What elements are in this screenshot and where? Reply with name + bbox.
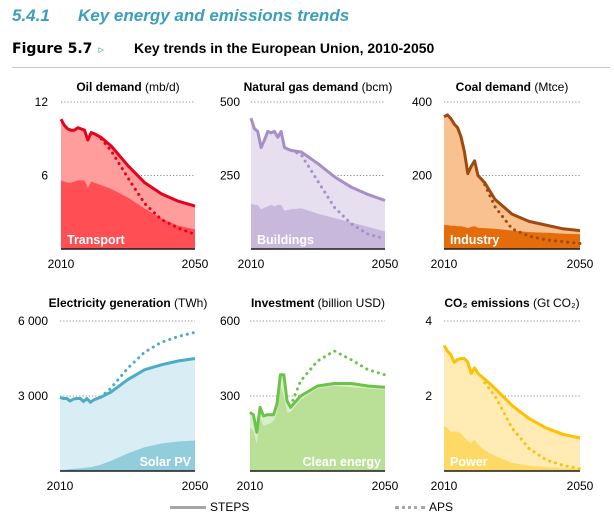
subsector-area	[444, 426, 580, 471]
chart-title-unit: (TWh)	[174, 296, 207, 310]
chart-title-unit: (billion USD)	[318, 296, 385, 310]
y-tick-label: 250	[220, 169, 240, 183]
aps-line	[99, 137, 197, 236]
y-tick-label: 12	[35, 95, 49, 109]
area-label: Power	[450, 455, 488, 469]
chart-co-emissions: CO₂ emissions (Gt CO₂) 2 4 Power 2010 2050	[425, 296, 593, 493]
x-tick-label: 2010	[431, 479, 458, 493]
subsector-area	[250, 384, 385, 471]
total-area	[60, 358, 195, 471]
steps-line	[443, 113, 581, 233]
chart-oil-demand: Oil demand (mb/d) 6 12 Transport 2010 2050	[35, 80, 209, 271]
figure-label: Figure 5.7	[12, 41, 93, 57]
x-tick-label: 2050	[372, 479, 399, 493]
y-tick-label: 6	[41, 169, 48, 183]
steps-line	[59, 118, 196, 208]
chart-title-main: CO₂ emissions	[444, 296, 533, 310]
chart-title-main: Coal demand	[456, 80, 535, 94]
chart-title-main: Investment	[251, 296, 318, 310]
chart-title-unit: (bcm)	[362, 80, 393, 94]
aps-line	[483, 381, 582, 471]
y-tick-label: 500	[220, 95, 240, 109]
subsector-area	[61, 180, 195, 249]
chart-title: Oil demand (mb/d)	[76, 80, 179, 94]
steps-line	[59, 357, 196, 404]
aps-line	[289, 349, 387, 408]
section-heading: 5.4.1 Key energy and emissions trends	[12, 6, 349, 26]
subsector-area	[251, 203, 385, 249]
x-tick-label: 2050	[567, 257, 594, 271]
y-tick-label: 4	[425, 314, 432, 328]
chart-title-main: Electricity generation	[49, 296, 174, 310]
chart-coal-demand: Coal demand (Mtce) 200 400 Industry 2010 2050	[412, 80, 594, 271]
x-tick-label: 2010	[431, 257, 458, 271]
aps-line	[99, 330, 197, 399]
header-divider	[12, 67, 610, 68]
x-tick-label: 2050	[372, 257, 399, 271]
chart-title: Electricity generation (TWh)	[49, 296, 208, 310]
aps-line	[483, 183, 582, 245]
area-label: Transport	[67, 233, 125, 247]
y-tick-label: 6 000	[18, 314, 48, 328]
chart-title-unit: (Mtce)	[534, 80, 568, 94]
aps-line	[289, 149, 387, 241]
area-label: Clean energy	[302, 455, 381, 469]
legend-dotted-swatch	[395, 505, 425, 509]
steps-line	[249, 117, 386, 202]
section-number: 5.4.1	[12, 6, 50, 25]
x-tick-label: 2050	[567, 479, 594, 493]
subsector-area	[60, 440, 195, 471]
area-label: Industry	[450, 233, 499, 247]
chart-investment: Investment (billion USD) 300 600 Clean ener…	[220, 296, 399, 493]
x-tick-label: 2010	[237, 479, 264, 493]
steps-line	[249, 373, 386, 434]
y-tick-label: 300	[220, 389, 240, 403]
y-tick-label: 3 000	[18, 389, 48, 403]
figure-title: Key trends in the European Union, 2010-2…	[134, 40, 435, 56]
x-tick-label: 2010	[48, 257, 75, 271]
chart-title-main: Oil demand	[76, 80, 145, 94]
y-tick-label: 200	[412, 169, 432, 183]
chart-title: Investment (billion USD)	[251, 296, 385, 310]
y-tick-label: 400	[412, 95, 432, 109]
x-tick-label: 2010	[238, 257, 265, 271]
section-title: Key energy and emissions trends	[78, 6, 350, 25]
chart-title-main: Natural gas demand	[244, 80, 362, 94]
chart-title: CO₂ emissions (Gt CO₂)	[444, 296, 579, 310]
subsector-area	[444, 225, 580, 249]
legend-label: APS	[429, 500, 454, 514]
y-tick-label: 600	[220, 314, 240, 328]
chart-natural-gas-demand: Natural gas demand (bcm) 250 500 Buildings 2…	[220, 80, 399, 271]
area-label: Solar PV	[140, 455, 192, 469]
area-label: Buildings	[257, 233, 314, 247]
steps-line	[442, 344, 581, 440]
chart-title-unit: (mb/d)	[145, 80, 180, 94]
chart-electricity-generation: Electricity generation (TWh) 3 000 6 000 So…	[18, 296, 209, 493]
x-tick-label: 2050	[182, 479, 209, 493]
chart-title: Coal demand (Mtce)	[456, 80, 569, 94]
chart-title-unit: (Gt CO₂)	[533, 296, 580, 310]
chart-title: Natural gas demand (bcm)	[244, 80, 393, 94]
x-tick-label: 2050	[182, 257, 209, 271]
legend-item-steps: STEPS	[170, 500, 249, 514]
total-area	[444, 345, 580, 471]
x-tick-label: 2010	[47, 479, 74, 493]
legend-item-aps: APS	[395, 500, 453, 514]
figure-caption: Figure 5.7 ▹ Key trends in the European U…	[12, 40, 434, 57]
total-area	[444, 114, 580, 250]
legend-solid-swatch	[170, 505, 206, 509]
y-tick-label: 2	[425, 389, 432, 403]
figure-marker-icon: ▹	[98, 44, 104, 56]
legend-label: STEPS	[210, 500, 250, 514]
